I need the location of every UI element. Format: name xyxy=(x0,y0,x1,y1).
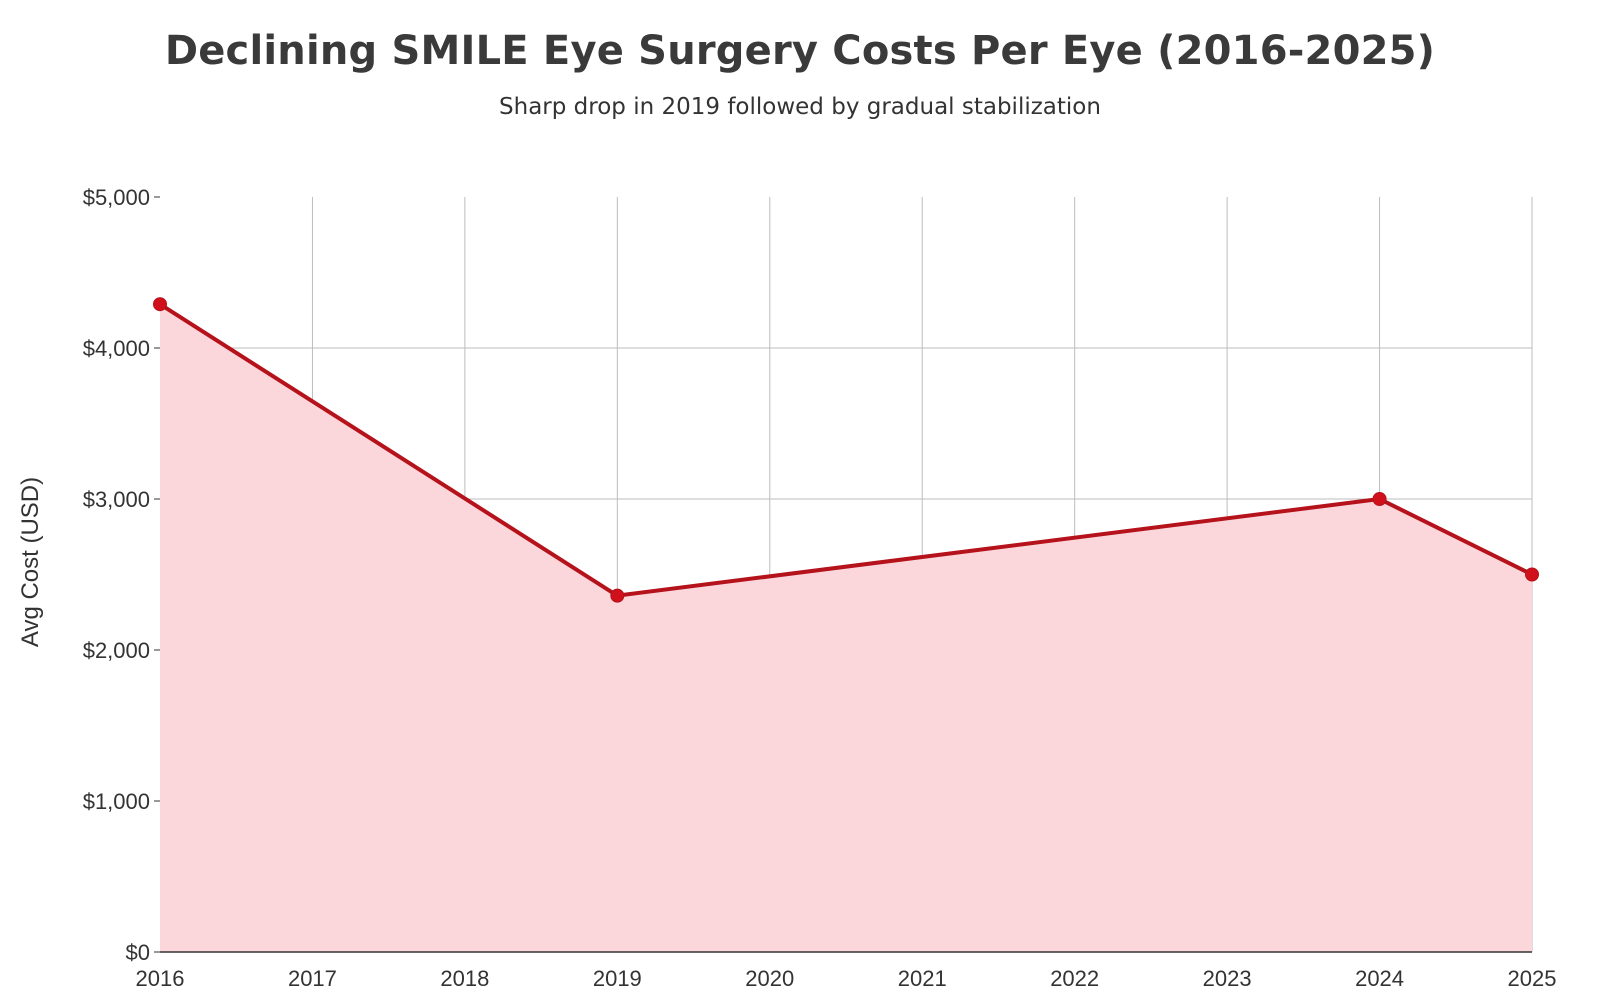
x-tick-label: 2018 xyxy=(440,966,489,991)
data-point xyxy=(1372,492,1387,506)
y-tick-label: $1,000 xyxy=(83,789,150,814)
series-line xyxy=(158,302,1534,598)
y-tick-label: $4,000 xyxy=(83,336,150,361)
data-point xyxy=(1525,567,1539,582)
data-point xyxy=(610,588,625,603)
series-line-layer xyxy=(158,302,1534,598)
chart-title: Declining SMILE Eye Surgery Costs Per Ey… xyxy=(164,28,1436,74)
x-tick-label: 2024 xyxy=(1355,966,1404,991)
x-tick-label: 2022 xyxy=(1050,966,1099,991)
x-tick-label: 2020 xyxy=(745,966,794,991)
y-tick-label: $0 xyxy=(126,940,150,965)
x-tick-label: 2019 xyxy=(593,966,642,991)
chart-subtitle: Sharp drop in 2019 followed by gradual s… xyxy=(499,94,1101,120)
x-tick-label: 2017 xyxy=(288,966,337,991)
y-tick-label: $5,000 xyxy=(83,185,150,210)
y-axis-title: Avg Cost (USD) xyxy=(17,477,44,647)
x-tick-label: 2016 xyxy=(136,966,185,991)
area-layer xyxy=(160,304,1532,953)
x-tick-label: 2025 xyxy=(1508,966,1557,991)
area-fill xyxy=(160,304,1532,953)
x-tick-label: 2021 xyxy=(898,966,947,991)
x-tick-label: 2023 xyxy=(1203,966,1252,991)
tick-labels: $0 $1,000 $2,000 $3,000 $4,000 $5,000 2016 2017… xyxy=(83,185,1557,991)
axes xyxy=(154,196,1532,953)
y-tick-label: $2,000 xyxy=(83,638,150,663)
data-points xyxy=(153,297,1539,603)
y-tick-label: $3,000 xyxy=(83,487,150,512)
data-point xyxy=(153,297,167,312)
